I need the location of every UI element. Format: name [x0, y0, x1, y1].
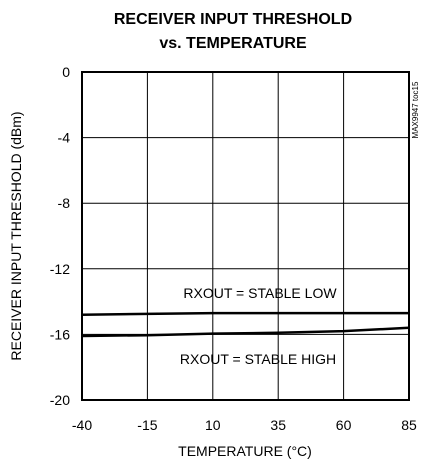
x-tick-label: 35 [270, 417, 286, 433]
figure-code: MAX9947 toc15 [411, 81, 420, 138]
series-label-stable-high: RXOUT = STABLE HIGH [180, 351, 336, 367]
x-tick-label: -15 [137, 417, 157, 433]
y-tick-label: -12 [50, 261, 70, 277]
y-axis-label: RECEIVER INPUT THRESHOLD (dBm) [8, 111, 24, 360]
series-line-stable-low [81, 311, 409, 316]
y-tick-label: -16 [50, 326, 70, 342]
chart-title-line2: vs. TEMPERATURE [159, 35, 307, 52]
grid [82, 72, 409, 400]
series-lines [81, 311, 410, 338]
y-tick-label: -4 [58, 130, 71, 146]
x-tick-label: 10 [205, 417, 221, 433]
y-tick-label: -8 [58, 195, 71, 211]
x-tick-label: -40 [72, 417, 92, 433]
tick-labels: -40 -15 10 35 60 85 0 -4 -8 -12 -16 -20 [50, 64, 417, 433]
x-tick-label: 60 [336, 417, 352, 433]
y-tick-label: -20 [50, 392, 70, 408]
series-line-stable-high [81, 326, 410, 338]
y-tick-label: 0 [62, 64, 70, 80]
chart-title-line1: RECEIVER INPUT THRESHOLD [114, 11, 352, 28]
x-tick-label: 85 [401, 417, 417, 433]
series-label-stable-low: RXOUT = STABLE LOW [183, 285, 337, 301]
x-axis-label: TEMPERATURE (°C) [178, 443, 312, 459]
plot-frame [81, 71, 410, 401]
